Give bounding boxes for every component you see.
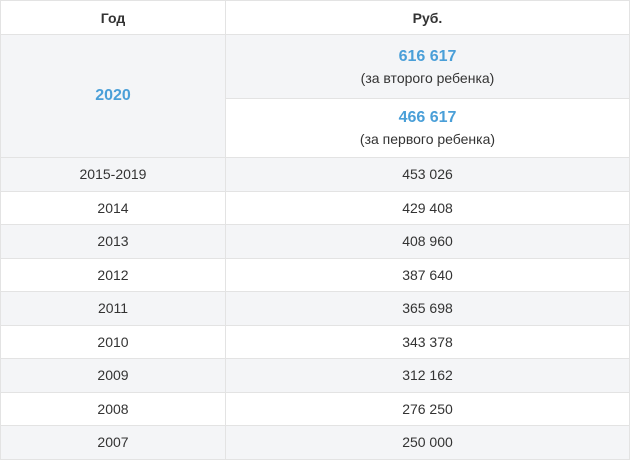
table-body: 2015-2019 453 026 2014 429 408 2013 408 960 20… (0, 157, 630, 460)
year-cell: 2015-2019 (0, 157, 226, 192)
table-row: 2008 276 250 (0, 391, 630, 426)
year-cell: 2013 (0, 224, 226, 259)
year-cell: 2010 (0, 324, 226, 359)
year-cell: 2011 (0, 291, 226, 326)
amount-cell: 365 698 (225, 291, 630, 326)
highlight-note: (за первого ребенка) (359, 131, 496, 147)
highlight-note: (за второго ребенка) (360, 69, 495, 86)
table-row: 2009 312 162 (0, 358, 630, 393)
amount-cell: 312 162 (225, 358, 630, 393)
amount-cell: 408 960 (225, 224, 630, 259)
header-cell: Руб. (225, 0, 630, 35)
header-row: Год Руб. (0, 0, 630, 35)
amount-cell: 343 378 (225, 324, 630, 359)
year-cell: 2012 (0, 257, 226, 292)
amount-cell: 250 000 (225, 425, 630, 460)
table-row: 2011 365 698 (0, 291, 630, 326)
highlight-cell: 466 617 (за первого ребенка) (225, 98, 630, 158)
table-row: 2014 429 408 (0, 190, 630, 225)
table-row: 2013 408 960 (0, 224, 630, 259)
highlight-row: 2020 616 617 (за второго ребенка) (0, 34, 630, 158)
highlight-year: 2020 (0, 34, 226, 158)
year-cell: 2008 (0, 391, 226, 426)
highlight-row: 466 617 (за первого ребенка) (1, 98, 630, 158)
highlight-amount: 466 617 (398, 109, 457, 126)
amount-cell: 453 026 (225, 157, 630, 192)
amount-cell: 276 250 (225, 391, 630, 426)
table-row: 2010 343 378 (0, 324, 630, 359)
year-cell: 2007 (0, 425, 226, 460)
table-row: 2007 250 000 (0, 425, 630, 460)
amount-cell: 429 408 (225, 190, 630, 225)
header-cell: Год (0, 0, 226, 35)
table-row: 2012 387 640 (0, 257, 630, 292)
highlight-cell: 616 617 (за второго ребенка) (225, 34, 630, 99)
year-cell: 2009 (0, 358, 226, 393)
table-row: 2015-2019 453 026 (0, 157, 630, 192)
highlight-amount: 616 617 (398, 47, 457, 65)
amount-cell: 387 640 (225, 257, 630, 292)
year-cell: 2014 (0, 190, 226, 225)
